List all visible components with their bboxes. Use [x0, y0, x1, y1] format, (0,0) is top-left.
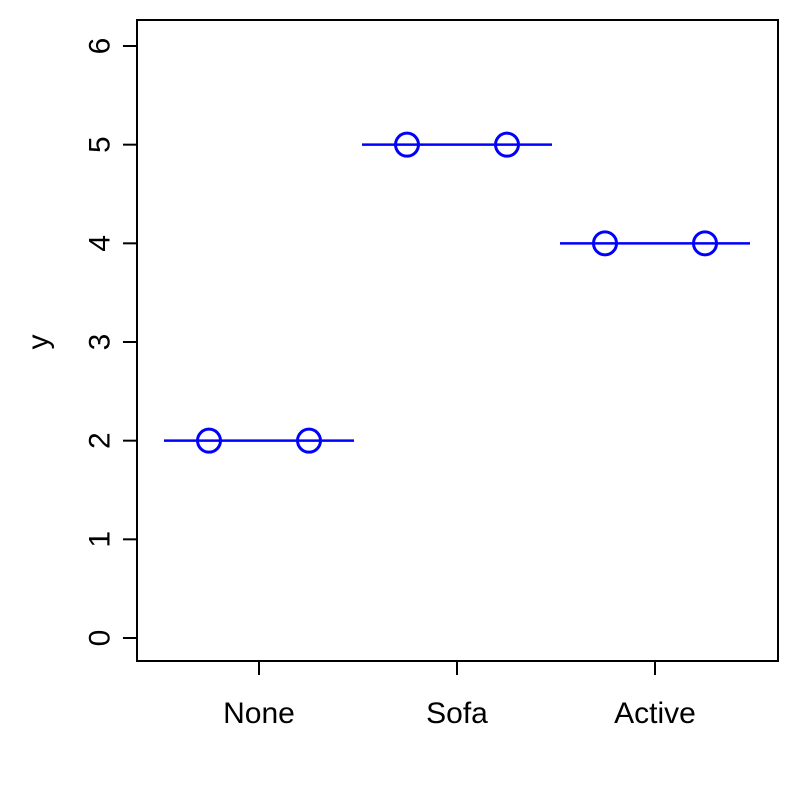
y-axis: 0 1 2 3 4 5 6 — [84, 38, 137, 647]
y-tick-label: 2 — [84, 432, 117, 449]
y-tick-label: 0 — [84, 630, 117, 647]
x-axis: None Sofa Active — [223, 661, 696, 730]
data-point — [394, 131, 420, 158]
y-axis-title: y — [22, 335, 55, 350]
data-marks — [164, 131, 750, 454]
data-point — [592, 230, 618, 257]
x-tick-label: Active — [614, 697, 696, 730]
y-tick-label: 6 — [84, 38, 117, 55]
data-point — [196, 427, 222, 454]
x-tick-label: None — [223, 697, 295, 730]
y-tick-label: 5 — [84, 136, 117, 153]
data-point — [692, 230, 718, 257]
y-tick-label: 3 — [84, 334, 117, 351]
x-tick-label: Sofa — [426, 697, 488, 730]
data-point — [494, 131, 520, 158]
plot-frame — [136, 19, 779, 662]
data-point — [296, 427, 322, 454]
y-tick-label: 1 — [84, 531, 117, 548]
y-tick-label: 4 — [84, 235, 117, 252]
